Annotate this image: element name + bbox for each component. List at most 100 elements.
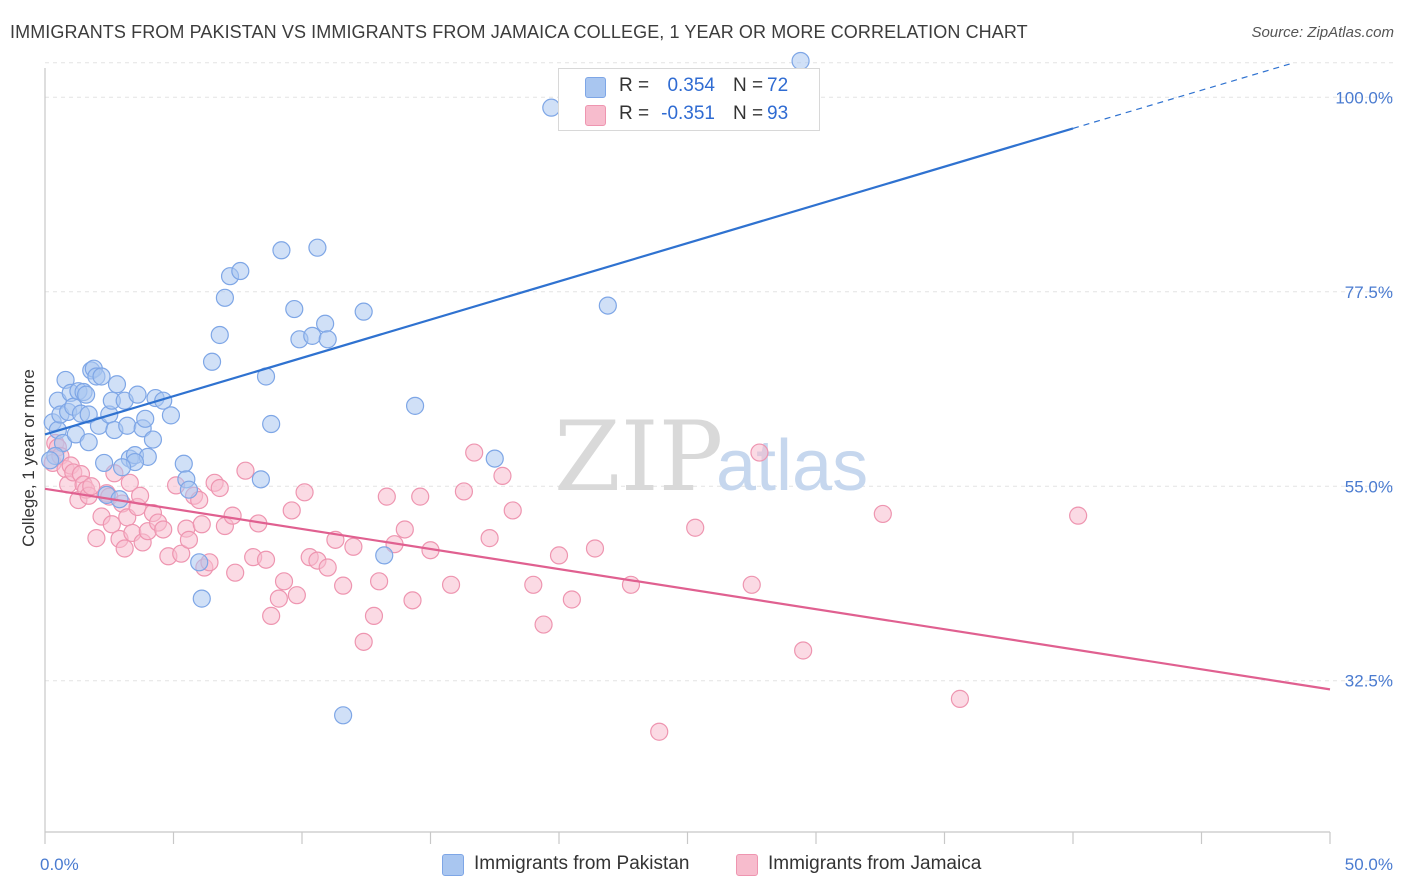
legend-label: Immigrants from Pakistan bbox=[474, 853, 690, 874]
pakistan-point bbox=[118, 416, 137, 435]
pakistan-point bbox=[405, 396, 425, 415]
pakistan-point bbox=[262, 414, 281, 434]
pakistan-point bbox=[375, 546, 394, 565]
jamaica-point bbox=[364, 606, 384, 626]
pakistan-point bbox=[192, 589, 211, 608]
r-value: -0.351 bbox=[661, 103, 715, 124]
jamaica-point bbox=[120, 473, 139, 492]
jamaica-point bbox=[236, 461, 255, 480]
y-axis-label: College, 1 year or more bbox=[19, 369, 38, 547]
pakistan-point bbox=[215, 288, 234, 307]
pakistan-point bbox=[179, 480, 199, 499]
pakistan-point bbox=[41, 451, 60, 470]
x-tick-labels: 0.0% 50.0% bbox=[40, 855, 1393, 874]
pakistan-point bbox=[272, 241, 291, 260]
pakistan-point bbox=[354, 302, 373, 321]
jamaica-point bbox=[742, 575, 761, 594]
pakistan-point bbox=[174, 454, 193, 473]
pakistan-point bbox=[318, 330, 337, 349]
gridlines bbox=[45, 62, 1396, 682]
pakistan-point bbox=[251, 470, 270, 489]
jamaica-point bbox=[493, 466, 512, 485]
jamaica-point bbox=[172, 544, 191, 563]
chart-title: IMMIGRANTS FROM PAKISTAN VS IMMIGRANTS F… bbox=[10, 22, 1028, 42]
series-pakistan-points bbox=[41, 51, 810, 725]
jamaica-point bbox=[370, 572, 389, 591]
jamaica-point bbox=[318, 558, 337, 577]
jamaica-point bbox=[269, 589, 288, 608]
jamaica-point bbox=[179, 530, 199, 549]
pakistan-point bbox=[107, 375, 127, 394]
y-tick-label: 55.0% bbox=[1345, 477, 1393, 496]
n-label: N = bbox=[733, 75, 764, 96]
pakistan-point bbox=[136, 409, 155, 428]
watermark-zip: ZIP bbox=[554, 401, 723, 513]
pakistan-point bbox=[79, 405, 98, 424]
jamaica-point bbox=[403, 591, 422, 610]
legend-label: Immigrants from Jamaica bbox=[768, 853, 982, 874]
jamaica-point bbox=[282, 501, 301, 520]
pakistan-point bbox=[95, 453, 114, 473]
jamaica-point bbox=[102, 515, 121, 534]
pakistan-point bbox=[112, 458, 132, 477]
pakistan-point bbox=[308, 238, 327, 257]
jamaica-point bbox=[334, 576, 353, 595]
stats-row-jamaica: R = -0.351 N = 93 bbox=[559, 100, 819, 128]
jamaica-point bbox=[873, 504, 892, 524]
jamaica-point bbox=[750, 443, 769, 462]
stats-row-pakistan: R = 0.354 N = 72 bbox=[559, 72, 819, 100]
pakistan-point bbox=[316, 314, 335, 333]
jamaica-point bbox=[82, 477, 101, 496]
pakistan-point bbox=[334, 706, 353, 725]
y-tick-labels: 32.5% 55.0% 77.5% 100.0% bbox=[1335, 88, 1393, 690]
jamaica-swatch bbox=[585, 105, 606, 126]
jamaica-point bbox=[534, 615, 553, 634]
x-tick-label: 50.0% bbox=[1345, 855, 1393, 874]
jamaica-point bbox=[192, 515, 211, 534]
pakistan-swatch bbox=[585, 77, 606, 98]
jamaica-point bbox=[950, 689, 970, 708]
jamaica-point bbox=[1069, 506, 1088, 525]
pakistan-point bbox=[231, 261, 250, 281]
chart-legend: Immigrants from Pakistan Immigrants from… bbox=[0, 852, 1406, 878]
y-tick-label: 32.5% bbox=[1345, 672, 1393, 691]
pakistan-point bbox=[77, 385, 96, 404]
jamaica-point bbox=[650, 722, 669, 741]
n-label: N = bbox=[733, 103, 764, 124]
jamaica-point bbox=[465, 443, 484, 462]
jamaica-point bbox=[524, 575, 543, 594]
jamaica-point bbox=[223, 506, 242, 525]
x-tick-label: 0.0% bbox=[40, 855, 79, 874]
jamaica-point bbox=[503, 501, 522, 520]
jamaica-point bbox=[344, 537, 363, 556]
pakistan-trend-line bbox=[44, 127, 1074, 436]
pakistan-point bbox=[202, 352, 222, 371]
pakistan-point bbox=[128, 385, 147, 404]
watermark: ZIP atlas bbox=[554, 401, 868, 513]
jamaica-point bbox=[454, 482, 474, 501]
trend-lines bbox=[44, 62, 1331, 691]
n-value: 72 bbox=[767, 75, 789, 96]
jamaica-point bbox=[354, 632, 373, 651]
jamaica-point bbox=[295, 483, 314, 502]
jamaica-point bbox=[411, 487, 430, 506]
jamaica-point bbox=[274, 572, 294, 591]
r-label: R = bbox=[619, 75, 650, 96]
pakistan-point bbox=[92, 367, 111, 386]
legend-swatch-jamaica bbox=[736, 854, 758, 876]
r-label: R = bbox=[619, 103, 650, 124]
pakistan-point bbox=[210, 325, 229, 345]
jamaica-point bbox=[549, 546, 569, 565]
y-tick-label: 100.0% bbox=[1335, 88, 1393, 107]
jamaica-point bbox=[585, 539, 605, 558]
pakistan-trend-line-extension bbox=[1072, 62, 1295, 129]
pakistan-point bbox=[303, 326, 322, 345]
legend-swatch-pakistan bbox=[442, 854, 464, 876]
pakistan-point bbox=[79, 433, 98, 452]
pakistan-point bbox=[791, 51, 810, 71]
pakistan-point bbox=[161, 406, 181, 425]
jamaica-trend-line bbox=[44, 487, 1331, 691]
jamaica-point bbox=[287, 586, 306, 605]
n-value: 93 bbox=[767, 103, 789, 124]
jamaica-point bbox=[377, 487, 396, 506]
